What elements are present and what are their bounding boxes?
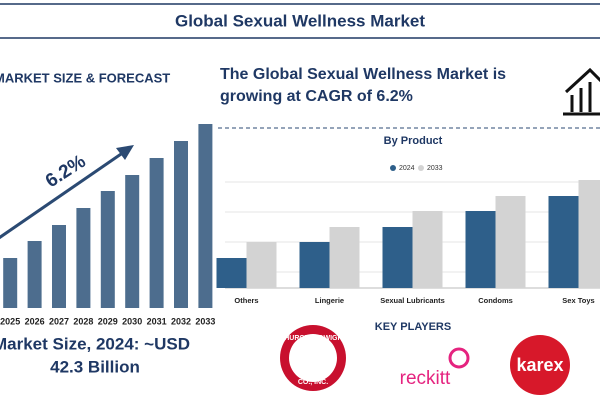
bar bbox=[3, 258, 18, 308]
chart-title: By Product bbox=[384, 135, 443, 147]
bar bbox=[412, 211, 443, 288]
bar bbox=[578, 180, 600, 288]
company-name: CO., INC. bbox=[298, 379, 328, 386]
x-tick-label: 2027 bbox=[49, 316, 69, 326]
legend-swatch bbox=[390, 165, 396, 171]
chart-title: MARKET SIZE & FORECAST bbox=[0, 70, 170, 85]
bar bbox=[52, 225, 66, 308]
icon bbox=[563, 67, 600, 116]
x-tick-label: Condoms bbox=[478, 296, 513, 305]
company-name: karex bbox=[516, 355, 563, 375]
logo bbox=[510, 335, 570, 395]
company-name: reckitt bbox=[400, 368, 451, 389]
bar bbox=[495, 196, 526, 288]
bar bbox=[198, 124, 213, 308]
company-name: CHURCH & DWIGHT bbox=[279, 335, 347, 342]
x-tick-label: 2029 bbox=[98, 316, 118, 326]
bar bbox=[382, 227, 413, 288]
x-tick-label: 2030 bbox=[122, 316, 142, 326]
section-title: KEY PLAYERS bbox=[375, 321, 451, 333]
bar bbox=[329, 227, 360, 288]
trend-arrow bbox=[0, 150, 125, 240]
page-title: Global Sexual Wellness Market bbox=[175, 11, 425, 30]
legend-label: 2033 bbox=[427, 165, 443, 172]
logo bbox=[289, 334, 337, 382]
bar bbox=[76, 208, 91, 308]
bar bbox=[465, 211, 496, 288]
x-tick-label: 2026 bbox=[25, 316, 45, 326]
bar bbox=[125, 175, 140, 308]
x-tick-label: Sexual Lubricants bbox=[380, 296, 445, 305]
x-tick-label: 2031 bbox=[147, 316, 167, 326]
legend-label: 2024 bbox=[399, 165, 415, 172]
arrow-head bbox=[116, 145, 134, 160]
header-box bbox=[0, 3, 600, 39]
x-tick-label: 2025 bbox=[0, 316, 20, 326]
x-tick-label: Sex Toys bbox=[562, 296, 594, 305]
x-tick-label: 2028 bbox=[73, 316, 93, 326]
bar bbox=[100, 191, 115, 308]
bar bbox=[246, 242, 277, 288]
legend-swatch bbox=[418, 165, 424, 171]
bar bbox=[174, 141, 188, 308]
bar bbox=[216, 258, 247, 288]
bar bbox=[299, 242, 330, 288]
x-tick-label: 2032 bbox=[171, 316, 191, 326]
headline: The Global Sexual Wellness Market is bbox=[220, 66, 506, 83]
x-tick-label: Lingerie bbox=[315, 296, 344, 305]
bar bbox=[149, 158, 164, 308]
x-tick-label: 2033 bbox=[195, 316, 215, 326]
headline: growing at CAGR of 6.2% bbox=[220, 88, 413, 105]
bar bbox=[27, 241, 42, 308]
logo bbox=[448, 347, 470, 369]
market-size: Market Size, 2024: ~USD bbox=[0, 334, 190, 353]
market-size: 42.3 Billion bbox=[50, 357, 140, 376]
x-tick-label: Others bbox=[234, 296, 258, 305]
bar bbox=[548, 196, 579, 288]
